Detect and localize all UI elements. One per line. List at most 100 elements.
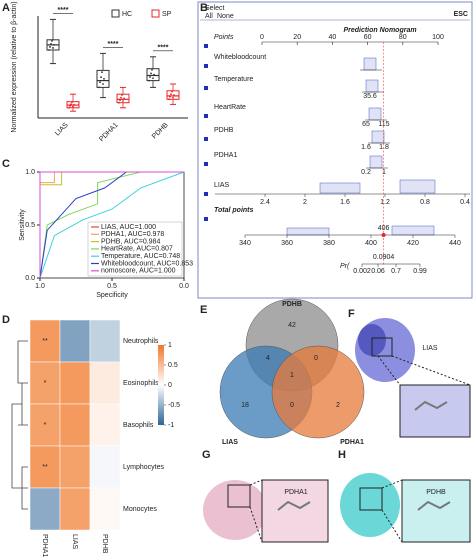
row-label: Neutrophils: [123, 338, 159, 345]
row-distribution: [363, 57, 377, 71]
protein-label: LIAS: [422, 345, 438, 352]
row-marker: [204, 162, 208, 166]
row-distribution: [365, 79, 379, 93]
lias-dist: [399, 179, 436, 194]
jitter-point: [51, 39, 53, 42]
row-marker: [204, 86, 208, 90]
box: [146, 68, 160, 82]
row-value-label: 65: [362, 121, 370, 128]
total-marker: [381, 233, 386, 237]
region-count: 4: [266, 355, 270, 362]
box: [116, 93, 130, 104]
roc-curve: [39, 171, 184, 278]
nomogram-title: Prediction Nomogram: [343, 27, 416, 34]
legend-label: Whitebloodcount, AUC=0.853: [101, 260, 193, 267]
jitter-point: [49, 46, 51, 48]
heatmap-cell: [89, 487, 121, 531]
row-label: Monocytes: [123, 506, 157, 513]
lias-tick-label: 0.8: [420, 199, 430, 206]
legend-label: HC: [122, 11, 132, 18]
row-value-label: 1.6: [361, 144, 371, 151]
heatmap-cell: [89, 361, 121, 405]
x-tick-label: 1.0: [35, 283, 45, 290]
region-count: 42: [288, 322, 296, 329]
heatmap-cell: [29, 445, 61, 489]
dendrogram: [11, 340, 28, 510]
panel-label: F: [348, 308, 355, 320]
nomogram-corner: ESC: [454, 11, 468, 18]
heatmap-cell: [59, 403, 91, 447]
legend-label: PDHB, AUC=0.984: [101, 238, 160, 245]
nomogram-row-label: HeartRate: [214, 104, 246, 111]
legend-label: PDHA1, AUC=0.978: [101, 231, 164, 238]
lias-tick-label: 1.6: [340, 199, 350, 206]
menu-item: Select: [205, 5, 225, 12]
row-value-label: 1: [382, 169, 386, 176]
legend-label: HeartRate, AUC=0.807: [101, 246, 173, 253]
legend-swatch: [111, 9, 120, 18]
protein-g: [203, 479, 329, 543]
cell-annotation: **: [42, 338, 48, 345]
significance-label: ****: [158, 45, 169, 52]
row-marker: [204, 44, 208, 48]
region-count: 0: [290, 402, 294, 409]
significance-label: ****: [58, 7, 69, 14]
protein-label: PDHA1: [284, 489, 307, 496]
heatmap-cell: [89, 319, 121, 363]
region-count: 18: [241, 402, 249, 409]
jitter-point: [122, 100, 124, 102]
colorbar: [158, 345, 164, 425]
jitter-point: [171, 90, 173, 93]
panel-label: D: [2, 314, 10, 326]
venn-set: [271, 345, 365, 439]
jitter-point: [100, 76, 102, 79]
panel-label: B: [200, 2, 208, 14]
set-label: PDHA1: [340, 439, 364, 446]
points-tick-label: 40: [329, 34, 337, 41]
y-tick-label: 1.0: [25, 169, 35, 176]
jitter-point: [71, 101, 73, 104]
y-tick-label: 0.0: [25, 275, 35, 282]
legend-swatch: [151, 9, 160, 18]
total-dist: [391, 225, 435, 236]
jitter-point: [48, 49, 50, 51]
row-marker: [204, 217, 208, 221]
nomogram-row-label: LIAS: [214, 182, 230, 189]
colorbar-tick-label: 1: [168, 342, 172, 349]
region-count: 0: [314, 355, 318, 362]
nomogram-row-label: Temperature: [214, 76, 253, 83]
jitter-point: [121, 94, 123, 96]
heatmap-cell: [59, 319, 91, 363]
cell-annotation: **: [42, 464, 48, 471]
panel-label: E: [200, 304, 207, 316]
colorbar-tick-label: 0.5: [168, 362, 178, 369]
lias-tick-label: 0.4: [460, 199, 470, 206]
points-tick-label: 20: [293, 34, 301, 41]
jitter-point: [151, 68, 153, 71]
lias-tick-label: 2.4: [260, 199, 270, 206]
jitter-point: [72, 105, 74, 108]
jitter-point: [150, 72, 152, 75]
total-tick-label: 440: [449, 240, 461, 247]
total-tick-label: 400: [365, 240, 377, 247]
row-value-label: 115: [378, 121, 389, 128]
row-marker: [204, 192, 208, 196]
total-tick-label: 420: [407, 240, 419, 247]
row-label: Eosinophils: [123, 380, 159, 387]
x-tick-label: LIAS: [54, 122, 70, 138]
total-dist: [286, 227, 330, 236]
row-value-label: 0.2: [361, 169, 371, 176]
protein-f: [355, 318, 471, 438]
pr-tick-label: 0.7: [391, 268, 401, 275]
jitter-point: [173, 94, 175, 96]
significance-label: ****: [108, 41, 119, 48]
jitter-point: [99, 81, 101, 84]
colorbar-tick-label: 0: [168, 382, 172, 389]
column-label: PDHA1: [41, 534, 48, 557]
row-marker: [204, 114, 208, 118]
row-distribution: [368, 107, 382, 121]
jitter-point: [148, 79, 150, 82]
heatmap-cell: [89, 445, 121, 489]
nomogram-row-label: PDHA1: [214, 152, 237, 159]
